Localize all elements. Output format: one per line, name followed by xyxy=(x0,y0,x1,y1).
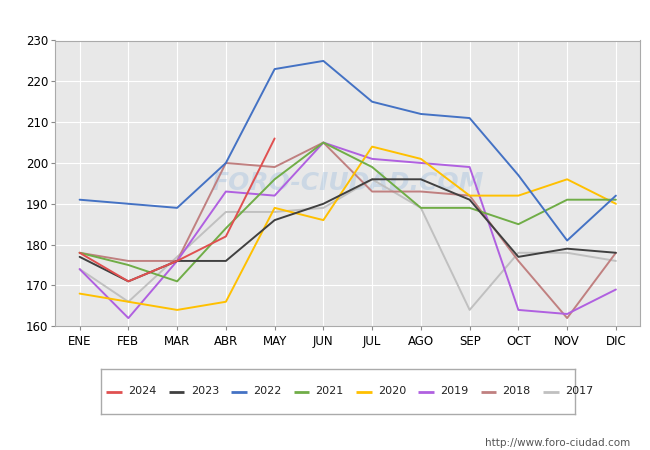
Text: 2019: 2019 xyxy=(440,387,469,396)
Text: 2022: 2022 xyxy=(253,387,281,396)
Text: Afiliados en Esparragalejo a 31/5/2024: Afiliados en Esparragalejo a 31/5/2024 xyxy=(157,11,493,29)
Text: FORO-CIUDAD.COM: FORO-CIUDAD.COM xyxy=(211,171,484,195)
Text: 2021: 2021 xyxy=(315,387,344,396)
Text: 2017: 2017 xyxy=(565,387,593,396)
Text: 2018: 2018 xyxy=(502,387,530,396)
Text: 2020: 2020 xyxy=(378,387,406,396)
Text: 2024: 2024 xyxy=(128,387,157,396)
Text: 2023: 2023 xyxy=(190,387,219,396)
Text: http://www.foro-ciudad.com: http://www.foro-ciudad.com xyxy=(486,438,630,448)
